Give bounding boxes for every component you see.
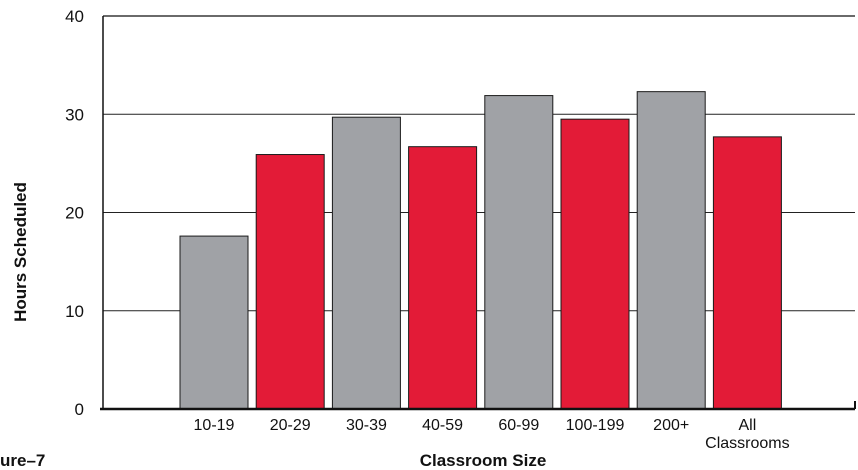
plot-frame: [100, 15, 856, 411]
bar-40-59: [408, 146, 478, 410]
y-tick-30: 30: [65, 105, 84, 124]
y-tick-20: 20: [65, 204, 84, 223]
y-tick-10: 10: [65, 302, 84, 321]
figure-label: ure–7: [0, 451, 45, 470]
bar-200-: [636, 91, 706, 410]
x-axis-title: Classroom Size: [420, 451, 547, 470]
x-tick-labels: 10-19 20-29 30-39 40-59 60-99 100-199 200+ All C…: [194, 417, 790, 452]
y-axis-title: Hours Scheduled: [11, 182, 30, 322]
bar-20-29: [255, 154, 325, 410]
bar-group: [179, 91, 782, 410]
bar-100-199: [560, 118, 630, 410]
bar-10-19: [179, 235, 249, 410]
bar-all-classrooms: [712, 136, 782, 410]
x-tick-30-39: 30-39: [346, 417, 387, 434]
y-tick-labels: 0 10 20 30 40: [65, 7, 84, 419]
y-tick-0: 0: [75, 400, 84, 419]
x-tick-all-classrooms: All Classrooms: [705, 417, 789, 452]
bar-60-99: [484, 95, 554, 410]
bar-30-39: [331, 116, 401, 410]
x-tick-20-29: 20-29: [270, 417, 311, 434]
x-tick-100-199: 100-199: [566, 417, 625, 434]
x-tick-200-: 200+: [653, 417, 689, 434]
x-tick-60-99: 60-99: [498, 417, 539, 434]
x-tick-10-19: 10-19: [194, 417, 235, 434]
x-tick-40-59: 40-59: [422, 417, 463, 434]
y-tick-40: 40: [65, 7, 84, 26]
